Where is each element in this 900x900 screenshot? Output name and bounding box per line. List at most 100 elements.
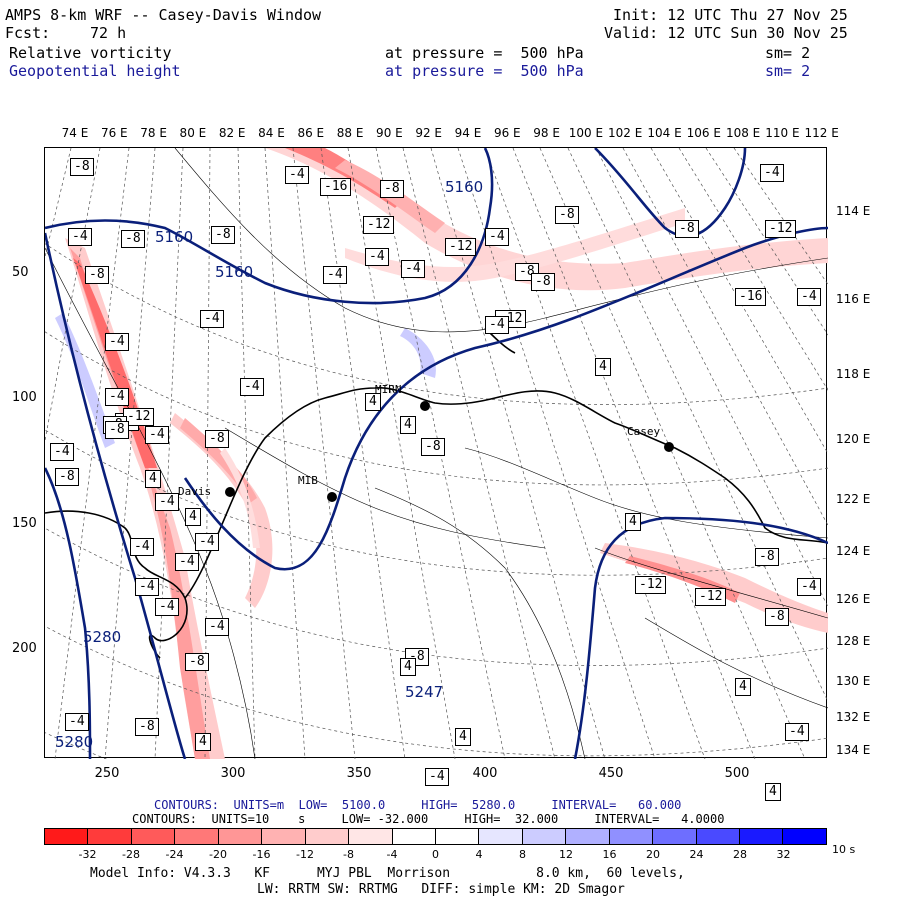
vorticity-value-label: -8 (555, 206, 579, 224)
colorbar-swatch (131, 829, 176, 844)
field2-pressure: at pressure = 500 hPa (385, 62, 584, 80)
top-lon-label: 92 E (415, 126, 443, 140)
right-lon-label: 132 E (836, 710, 871, 724)
top-lon-label: 74 E (61, 126, 89, 140)
vorticity-value-label: 4 (765, 783, 781, 801)
colorbar-swatch (392, 829, 436, 844)
colorbar-tick-label: -20 (209, 848, 227, 861)
station-label: MIRN (375, 383, 402, 396)
height-contour-5280-a (45, 467, 92, 759)
colorbar-swatch (435, 829, 480, 844)
vorticity-value-label: -8 (70, 158, 94, 176)
colorbar-tick-label: -12 (296, 848, 314, 861)
vorticity-value-label: -12 (695, 588, 727, 606)
vorticity-value-label: 4 (365, 393, 381, 411)
vorticity-value-label: -8 (205, 430, 229, 448)
top-lon-label: 90 E (376, 126, 403, 140)
colorbar-tick-label: -24 (165, 848, 184, 861)
colorbar-tick-label: 28 (733, 848, 747, 861)
station-mib (327, 492, 337, 502)
top-lon-label: 82 E (218, 126, 246, 140)
colorbar-swatch (349, 829, 393, 844)
vorticity-value-label: -8 (675, 220, 699, 238)
bottom-tick-label: 500 (724, 766, 750, 781)
vorticity-value-label: -8 (121, 230, 145, 248)
vorticity-value-label: 4 (595, 358, 611, 376)
vorticity-band-north (265, 148, 828, 291)
top-lon-label: 112 E (804, 126, 839, 140)
vorticity-value-label: -4 (175, 553, 199, 571)
top-lon-label: 110 E (765, 126, 800, 140)
colorbar-swatch (479, 829, 523, 844)
vorticity-value-label: -4 (130, 538, 154, 556)
colorbar-tick-label: -32 (78, 848, 97, 861)
map-panel[interactable]: -8 -4 -16 -8 -12 -8 -4 -4 -12 -4 -8 -8 -4 -12 -4 -16 -8-… (44, 147, 828, 801)
top-lon-label: 106 E (686, 126, 721, 140)
left-tick-label: 50 (12, 265, 29, 280)
station-label: Davis (178, 485, 212, 498)
height-contour-info: CONTOURS: UNITS=m LOW= 5100.0 HIGH= 5280… (154, 798, 682, 812)
vorticity-value-label: -12 (445, 238, 477, 256)
station-mirn (420, 401, 430, 411)
vorticity-value-label: 4 (735, 678, 751, 696)
colorbar-swatch (566, 829, 610, 844)
field1-sm: sm= 2 (765, 44, 811, 62)
colorbar-tick-label: 12 (559, 848, 573, 861)
vorticity-value-label: 4 (625, 513, 641, 531)
colorbar-swatch (522, 829, 567, 844)
right-lon-label: 130 E (836, 674, 871, 688)
colorbar-tick-label: 4 (475, 848, 483, 861)
vorticity-value-label: -12 (635, 576, 667, 594)
station-davis (225, 487, 235, 497)
vorticity-value-label: -8 (421, 438, 445, 456)
vorticity-value-label: -4 (797, 578, 821, 596)
vorticity-value-label: -4 (105, 388, 129, 406)
vorticity-value-label: 4 (455, 728, 471, 746)
forecast-label: Fcst: (5, 24, 51, 42)
left-tick-label: 150 (12, 516, 37, 531)
top-lon-label: 88 E (336, 126, 364, 140)
colorbar-tick-label: 24 (689, 848, 704, 861)
vorticity-value-label: -4 (205, 618, 229, 636)
left-tick-label: 200 (12, 641, 37, 656)
colorbar-tick-label: 16 (602, 848, 617, 861)
height-value-label: 5247 (405, 683, 444, 701)
height-contour-5160-b (45, 148, 494, 305)
height-contour-5160-a (45, 232, 187, 759)
vorticity-value-label: -4 (195, 533, 219, 551)
right-lon-label: 122 E (836, 492, 871, 506)
top-lon-label: 86 E (297, 126, 325, 140)
vorticity-value-label: -12 (123, 408, 155, 426)
height-value-label: 5280 (83, 628, 122, 646)
colorbar-tick-label: 0 (432, 848, 439, 861)
right-lon-label: 116 E (836, 292, 871, 306)
top-lon-label: 98 E (533, 126, 560, 140)
colorbar-swatch (696, 829, 740, 844)
colorbar-swatch (262, 829, 306, 844)
height-value-label: 5160 (215, 263, 254, 281)
vorticity-value-label: -8 (211, 226, 235, 244)
top-lon-label: 96 E (493, 126, 521, 140)
vorticity-value-label: -4 (760, 164, 784, 182)
colorbar-swatch (88, 829, 132, 844)
height-value-label: 5160 (445, 178, 484, 196)
colorbar-tick-label: -8 (343, 848, 354, 861)
right-lon-label: 124 E (836, 544, 871, 558)
colorbar-swatch (783, 829, 826, 844)
colorbar-swatch (175, 829, 219, 844)
vorticity-value-label: -12 (363, 216, 395, 234)
vorticity-value-label: 4 (400, 416, 416, 434)
colorbar-swatch (45, 829, 89, 844)
colorbar-tick-label: 20 (646, 848, 660, 861)
vorticity-value-label: -4 (105, 333, 129, 351)
colorbar-swatch (218, 829, 263, 844)
top-lon-label: 104 E (647, 126, 682, 140)
vorticity-value-label: -8 (55, 468, 79, 486)
vorticity-value-label: -8 (105, 421, 129, 439)
vorticity-value-label: -8 (135, 718, 159, 736)
vorticity-value-label: -4 (240, 378, 264, 396)
vorticity-value-label: -4 (155, 598, 179, 616)
vorticity-value-label: -8 (531, 273, 555, 291)
vorticity-value-label: -8 (85, 266, 109, 284)
init-time: Init: 12 UTC Thu 27 Nov 25 (613, 6, 848, 24)
